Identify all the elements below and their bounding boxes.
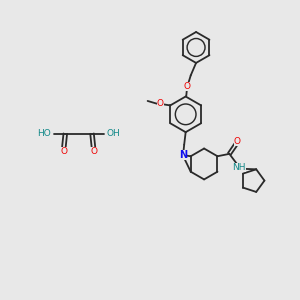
Text: O: O bbox=[90, 147, 97, 156]
Text: O: O bbox=[60, 147, 67, 156]
Text: OH: OH bbox=[106, 129, 120, 138]
Text: NH: NH bbox=[232, 163, 246, 172]
Text: HO: HO bbox=[38, 129, 51, 138]
Text: O: O bbox=[234, 137, 241, 146]
Text: O: O bbox=[157, 99, 164, 108]
Text: O: O bbox=[184, 82, 191, 91]
Text: N: N bbox=[178, 150, 187, 160]
